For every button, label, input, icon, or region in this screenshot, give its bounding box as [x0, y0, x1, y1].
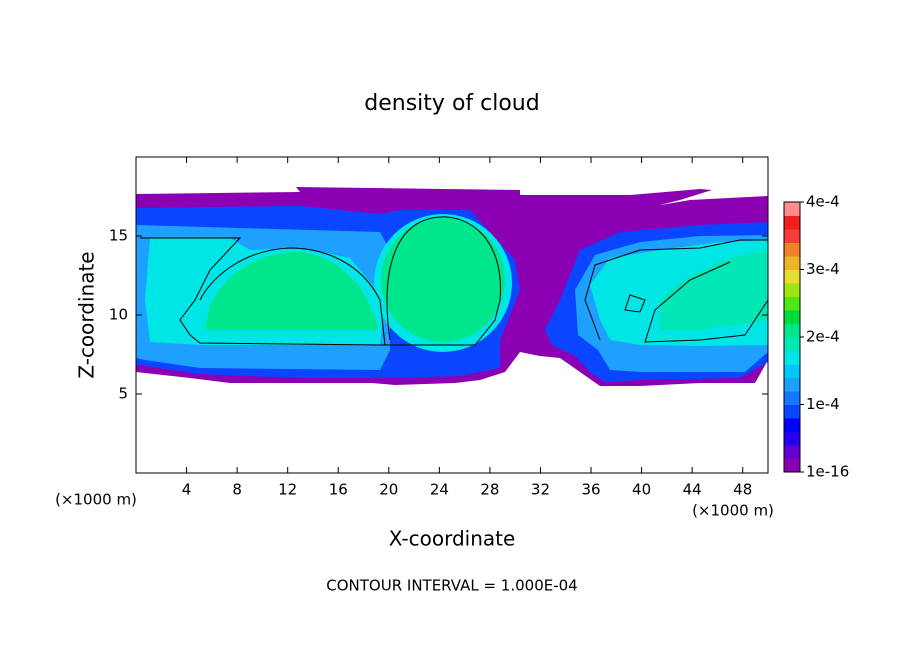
colorbar-segment: [784, 256, 800, 270]
x-tick-label: 12: [278, 481, 297, 499]
chart-title: density of cloud: [364, 91, 539, 116]
y-unit-label: (×1000 m): [55, 491, 137, 509]
x-axis-label: X-coordinate: [389, 527, 516, 551]
contour-lines: [140, 216, 769, 346]
colorbar-segment: [784, 364, 800, 378]
y-tick-label: 5: [118, 385, 128, 403]
axes: 4 8 12 16 20 24 28 32 36 40 44 48510151e-161e-42e-4…: [109, 157, 849, 499]
colorbar-segment: [784, 283, 800, 297]
colorbar-segment: [784, 202, 800, 216]
colorbar-segment: [784, 229, 800, 243]
colorbar-segment: [784, 337, 800, 351]
x-tick-label: 44: [683, 481, 702, 499]
colorbar-segment: [784, 418, 800, 432]
x-tick-label: 32: [531, 481, 550, 499]
colorbar-segment: [784, 350, 800, 365]
colorbar-tick-label: 1e-4: [806, 395, 840, 413]
contour-line: [385, 216, 501, 346]
x-tick-label: 40: [632, 481, 651, 499]
colorbar-tick-label: 1e-16: [806, 463, 849, 481]
field-green: [205, 251, 378, 330]
contour-line: [584, 239, 769, 343]
x-tick-label: 28: [480, 481, 499, 499]
y-axis-label: Z-coordinate: [75, 251, 99, 378]
colorbar-segment: [784, 215, 800, 230]
x-tick-label: 36: [581, 481, 600, 499]
x-tick-label: 48: [733, 481, 752, 499]
colorbar-tick-label: 4e-4: [806, 193, 840, 211]
colorbar-segment: [784, 296, 800, 311]
colorbar-tick-label: 2e-4: [806, 328, 840, 346]
colorbar-segment: [784, 310, 800, 324]
y-tick-label: 10: [109, 306, 128, 324]
colorbar-segment: [784, 445, 800, 459]
colorbar-segment: [784, 269, 800, 284]
y-tick-label: 15: [109, 227, 128, 245]
field-green-right: [660, 250, 768, 330]
x-tick-label: 24: [430, 481, 449, 499]
colorbar-segment: [784, 431, 800, 446]
colorbar-segment: [784, 458, 800, 473]
colorbar-segment: [784, 404, 800, 419]
field-bubble: [381, 218, 505, 342]
colorbar-segment: [784, 323, 800, 338]
colorbar-segment: [784, 391, 800, 405]
colorbar-segment: [784, 377, 800, 392]
contour-line: [140, 237, 386, 346]
footnote: CONTOUR INTERVAL = 1.000E-04: [326, 577, 577, 595]
x-unit-label: (×1000 m): [692, 502, 774, 520]
x-tick-label: 20: [379, 481, 398, 499]
colorbar-segment: [784, 242, 800, 257]
contour-field: [136, 187, 769, 386]
x-tick-label: 8: [232, 481, 242, 499]
x-tick-label: 4: [182, 481, 192, 499]
colorbar-tick-label: 3e-4: [806, 260, 840, 278]
x-tick-label: 16: [329, 481, 348, 499]
